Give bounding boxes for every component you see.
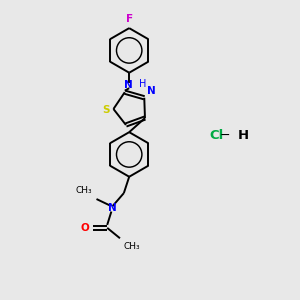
Text: CH₃: CH₃ (123, 242, 140, 250)
Text: F: F (126, 14, 133, 24)
Text: N: N (108, 203, 117, 213)
Text: CH₃: CH₃ (75, 187, 92, 196)
Text: O: O (80, 223, 89, 233)
Text: Cl: Cl (209, 129, 224, 142)
Text: −: − (216, 129, 234, 142)
Text: H: H (238, 129, 249, 142)
Text: S: S (102, 105, 109, 115)
Text: N: N (147, 86, 156, 96)
Text: N: N (124, 80, 132, 90)
Text: H: H (139, 79, 146, 89)
